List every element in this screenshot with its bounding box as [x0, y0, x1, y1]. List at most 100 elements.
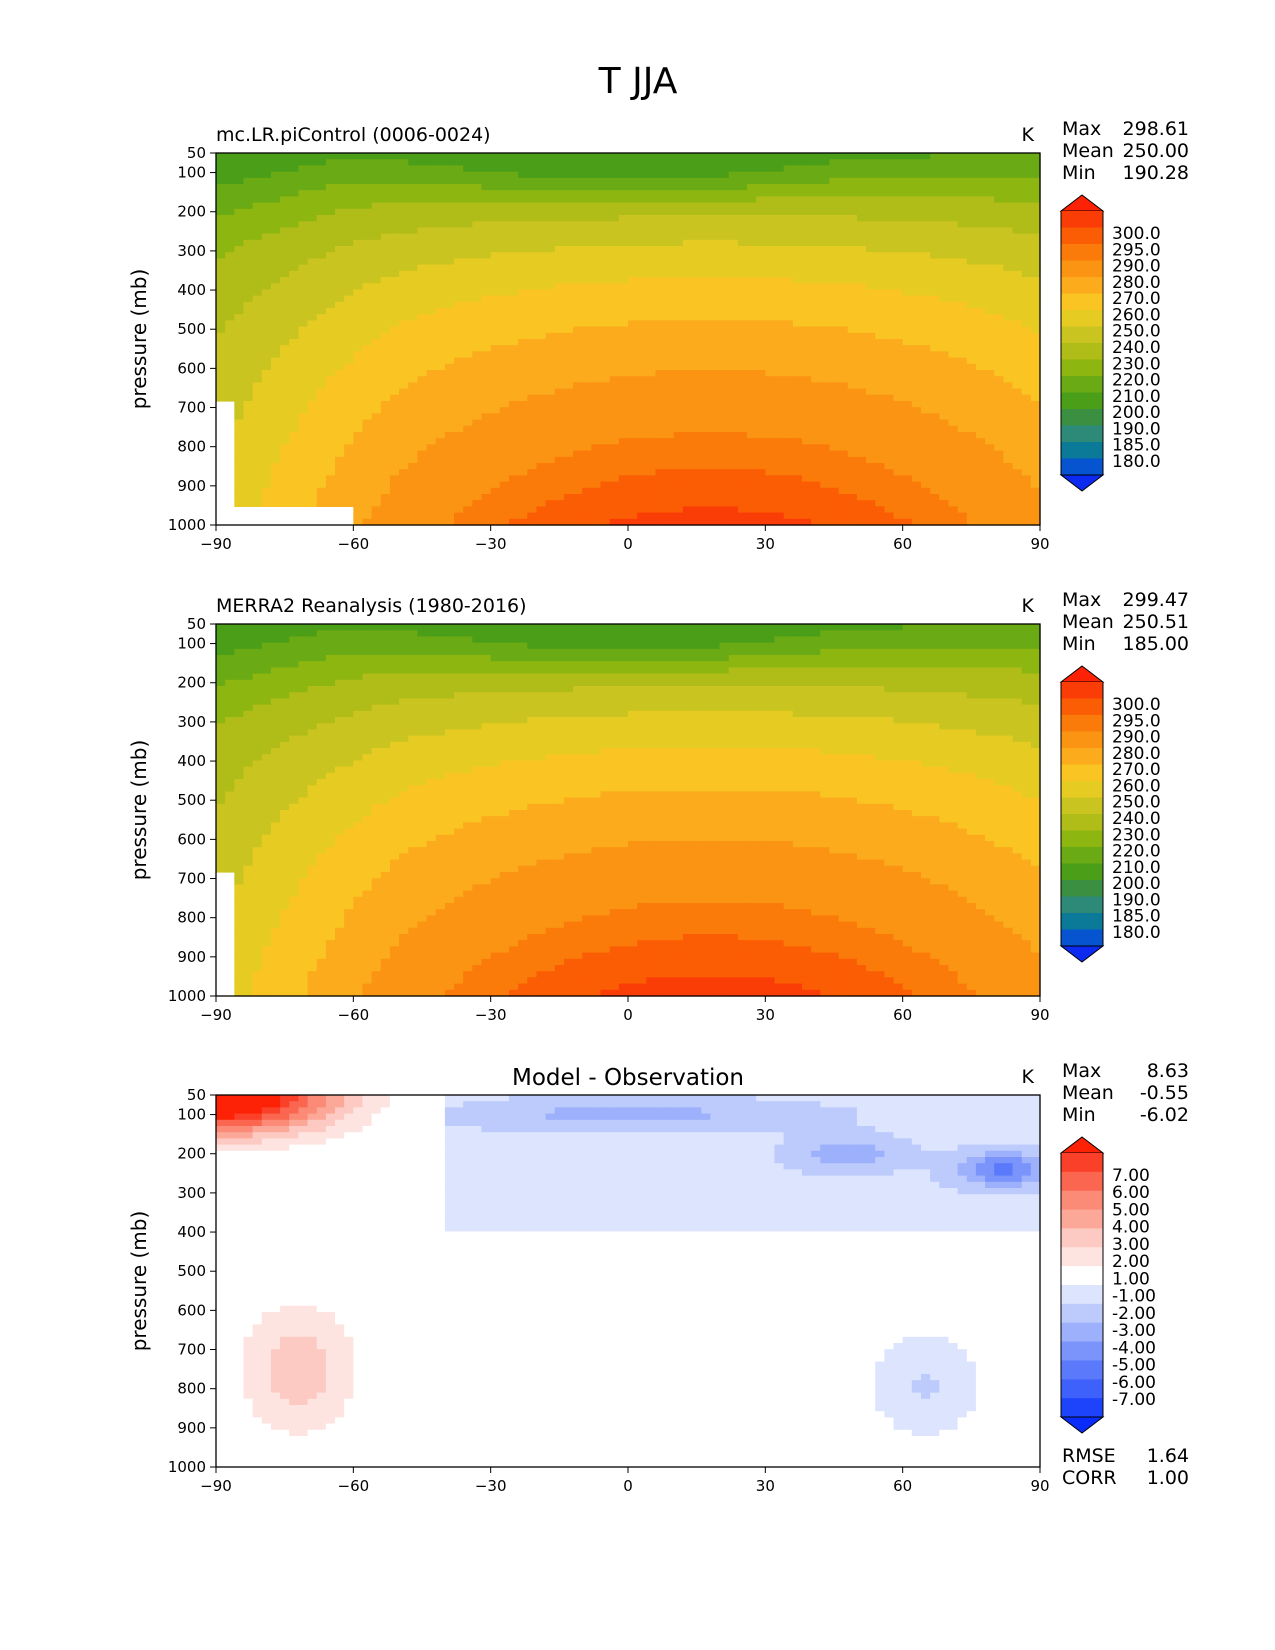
contour-cell: [518, 295, 528, 303]
contour-cell: [966, 314, 977, 321]
contour-cell: [747, 444, 757, 452]
contour-cell: [811, 432, 821, 439]
contour-cell: [261, 388, 272, 396]
contour-cell: [472, 438, 483, 445]
contour-cell: [655, 301, 666, 309]
contour-cell: [472, 401, 483, 408]
contour-cell: [234, 314, 245, 321]
contour-cell: [243, 326, 254, 334]
contour-cell: [545, 388, 556, 396]
contour-cell: [225, 320, 235, 328]
contour-cell: [920, 469, 931, 476]
contour-cell: [1012, 326, 1023, 334]
contour-cell: [692, 363, 702, 371]
contour-cell: [444, 208, 455, 216]
contour-cell: [573, 239, 583, 247]
contour-cell: [985, 227, 995, 235]
contour-cell: [417, 184, 428, 191]
contour-cell: [216, 177, 226, 185]
contour-cell: [353, 264, 364, 272]
contour-cell: [481, 270, 492, 278]
contour-cell: [847, 252, 858, 259]
contour-cell: [920, 320, 931, 328]
contour-cell: [1012, 190, 1023, 197]
contour-cell: [216, 233, 226, 241]
contour-cell: [573, 382, 583, 390]
contour-cell: [966, 475, 977, 483]
contour-cell: [783, 184, 794, 191]
contour-cell: [380, 215, 391, 222]
contour-cell: [765, 252, 776, 259]
contour-cell: [719, 407, 730, 414]
contour-cell: [582, 432, 592, 439]
contour-cell: [270, 388, 281, 396]
contour-cell: [975, 432, 986, 439]
contour-cell: [408, 283, 419, 290]
contour-cell: [948, 469, 959, 476]
contour-cell: [774, 345, 785, 352]
contour-cell: [774, 320, 785, 328]
contour-cell: [902, 208, 913, 216]
contour-cell: [994, 196, 1004, 204]
contour-cell: [811, 258, 821, 266]
contour-cell: [1003, 320, 1014, 328]
contour-cell: [866, 177, 876, 185]
contour-cell: [682, 320, 693, 328]
contour-cell: [801, 208, 812, 216]
contour-cell: [692, 258, 702, 266]
contour-cell: [344, 444, 354, 452]
contour-cell: [856, 413, 867, 421]
contour-cell: [728, 419, 739, 427]
contour-cell: [261, 264, 272, 272]
contour-cell: [582, 233, 592, 241]
contour-cell: [628, 283, 638, 290]
contour-cell: [472, 184, 483, 191]
contour-cell: [911, 159, 922, 166]
contour-cell: [435, 283, 446, 290]
contour-cell: [765, 264, 776, 272]
contour-cell: [820, 264, 831, 272]
contour-cell: [325, 481, 336, 489]
contour-cell: [948, 388, 959, 396]
contour-cell: [518, 332, 528, 340]
contour-cell: [307, 227, 318, 235]
contour-cell: [719, 357, 730, 365]
contour-cell: [939, 332, 950, 340]
contour-cell: [600, 270, 611, 278]
contour-cell: [1021, 456, 1032, 464]
contour-cell: [628, 202, 638, 210]
contour-cell: [618, 258, 629, 266]
contour-cell: [536, 444, 547, 452]
contour-cell: [765, 425, 776, 433]
contour-cell: [609, 388, 620, 396]
contour-cell: [618, 320, 629, 328]
contour-cell: [646, 438, 657, 445]
contour-cell: [280, 376, 290, 383]
contour-cell: [756, 252, 766, 259]
contour-cell: [893, 270, 904, 278]
contour-cell: [316, 326, 327, 334]
contour-cell: [298, 376, 309, 383]
contour-cell: [664, 301, 675, 309]
contour-cell: [957, 165, 968, 173]
contour-cell: [408, 425, 419, 433]
contour-cell: [490, 450, 501, 458]
contour-cell: [225, 270, 235, 278]
contour-cell: [792, 171, 803, 179]
contour-cell: [1030, 252, 1041, 259]
contour-cell: [307, 401, 318, 408]
contour-cell: [591, 481, 602, 489]
contour-cell: [655, 345, 666, 352]
contour-cell: [344, 190, 354, 197]
contour-cell: [609, 332, 620, 340]
contour-cell: [1030, 215, 1041, 222]
contour-cell: [765, 332, 776, 340]
contour-cell: [252, 165, 263, 173]
contour-cell: [646, 357, 657, 365]
contour-cell: [408, 277, 419, 284]
contour-cell: [252, 351, 263, 359]
contour-cell: [957, 370, 968, 377]
contour-cell: [472, 165, 483, 173]
contour-cell: [389, 326, 400, 334]
contour-cell: [756, 233, 766, 241]
